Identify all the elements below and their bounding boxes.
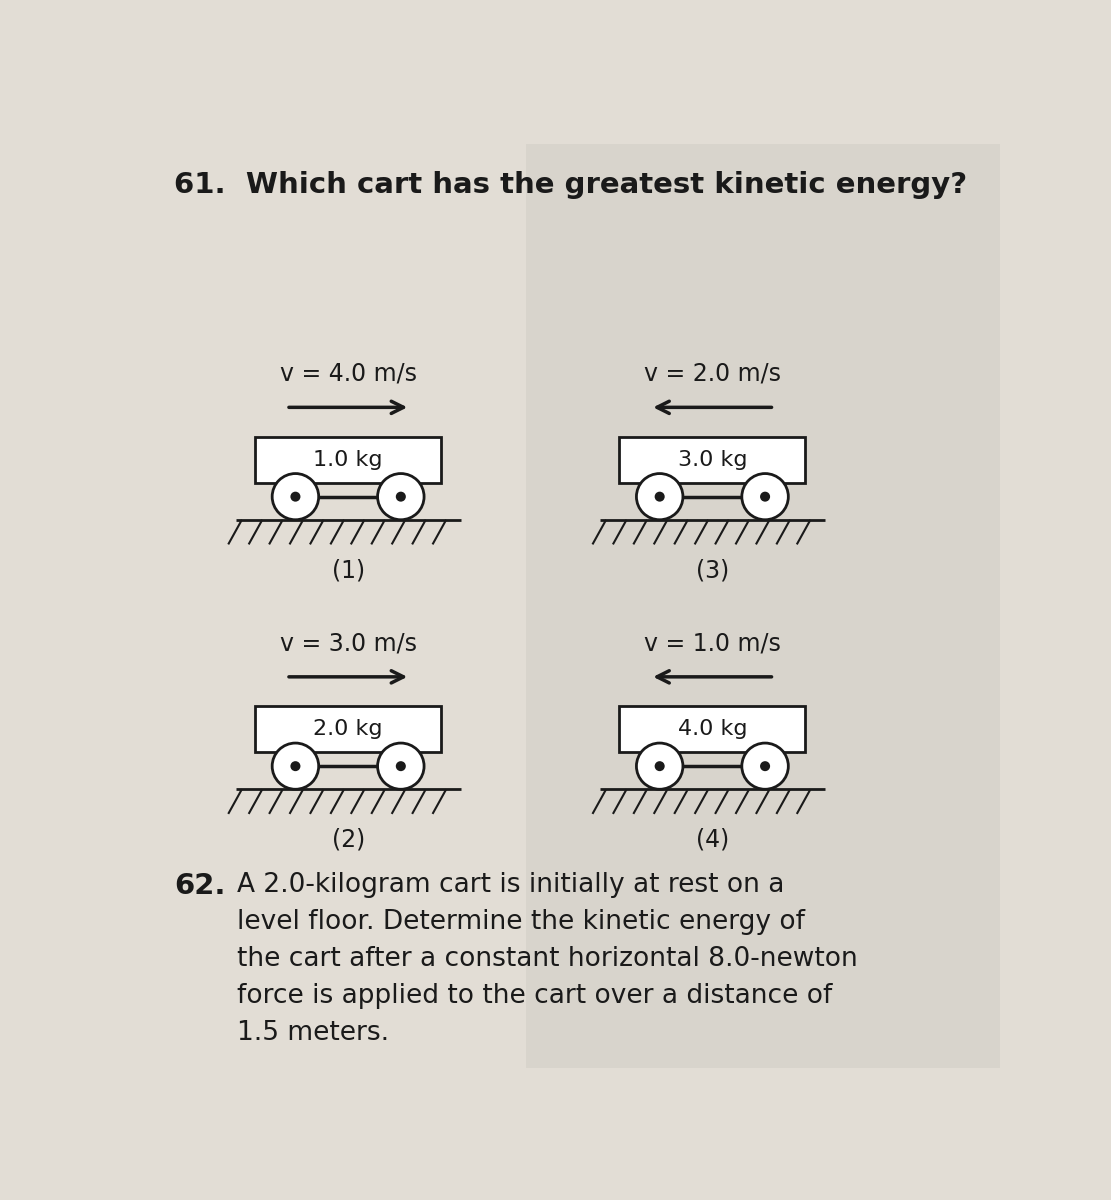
Circle shape [655,492,664,500]
Bar [527,144,1000,1068]
Circle shape [742,474,789,520]
Text: 1.0 kg: 1.0 kg [313,450,383,469]
Circle shape [378,743,424,790]
Text: 2.0 kg: 2.0 kg [313,719,383,739]
Circle shape [761,492,769,500]
Text: v = 3.0 m/s: v = 3.0 m/s [280,631,417,655]
Text: (2): (2) [331,828,364,852]
Text: 61.  Which cart has the greatest kinetic energy?: 61. Which cart has the greatest kinetic … [173,170,967,199]
Text: 62.: 62. [173,871,226,900]
Circle shape [397,762,406,770]
Text: v = 2.0 m/s: v = 2.0 m/s [644,361,781,385]
Circle shape [655,762,664,770]
Bar [256,706,441,752]
Text: (4): (4) [695,828,729,852]
Bar [619,437,805,482]
Text: v = 1.0 m/s: v = 1.0 m/s [644,631,781,655]
Circle shape [761,762,769,770]
Text: 4.0 kg: 4.0 kg [678,719,747,739]
Bar [256,437,441,482]
Text: 3.0 kg: 3.0 kg [678,450,747,469]
Circle shape [637,474,683,520]
Circle shape [742,743,789,790]
Text: A 2.0-kilogram cart is initially at rest on a
level floor. Determine the kinetic: A 2.0-kilogram cart is initially at rest… [238,871,858,1045]
Circle shape [272,743,319,790]
Circle shape [291,762,300,770]
Text: (1): (1) [331,558,364,582]
Circle shape [378,474,424,520]
Circle shape [637,743,683,790]
Text: (3): (3) [695,558,729,582]
Bar [619,706,805,752]
Text: v = 4.0 m/s: v = 4.0 m/s [280,361,417,385]
Circle shape [272,474,319,520]
Circle shape [397,492,406,500]
Circle shape [291,492,300,500]
